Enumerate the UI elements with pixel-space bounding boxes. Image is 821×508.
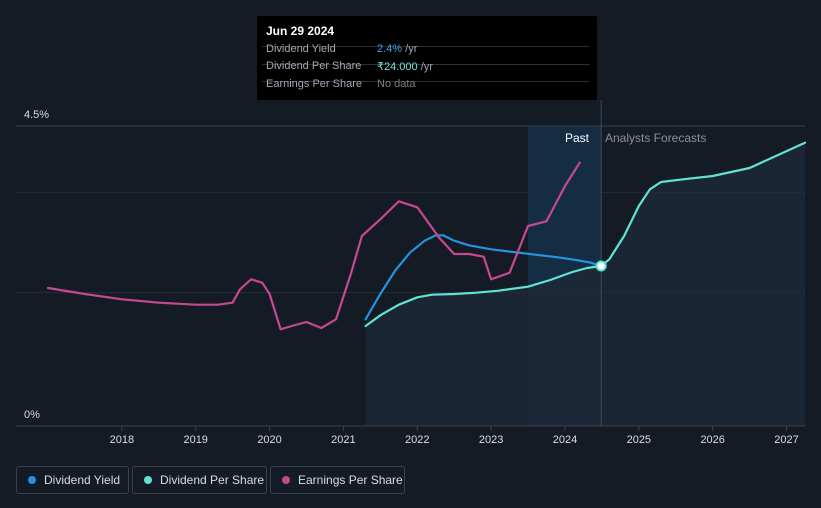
hover-point-marker [595, 260, 607, 272]
x-tick-label: 2027 [774, 434, 798, 446]
tooltip-value: ₹24.000 /yr [377, 60, 433, 73]
dividend-yield-value: 2.4% [377, 43, 403, 55]
legend-dot-icon [28, 476, 36, 484]
x-axis-ticks: 2018 2019 2020 2021 2022 2023 2024 2025 2026 2027 [110, 426, 799, 446]
tooltip-label: Dividend Per Share [266, 60, 362, 72]
tooltip-divider [262, 64, 590, 65]
plot-background [365, 126, 805, 426]
earnings-per-share-line [46, 161, 581, 331]
forecast-region-label: Analysts Forecasts [605, 131, 706, 145]
y-tick-label-top: 4.5% [24, 109, 49, 121]
legend-item-earnings-per-share[interactable]: Earnings Per Share [270, 466, 405, 494]
tooltip-row-dividend-per-share: Dividend Per Share ₹24.000 /yr [257, 60, 597, 78]
dividend-yield-line [364, 234, 603, 321]
axis-labels: 4.5% 0% Past Analysts Forecasts [24, 109, 706, 421]
tooltip-row-earnings-per-share: Earnings Per Share No data [257, 78, 597, 96]
tooltip-divider [262, 46, 590, 47]
legend-item-dividend-per-share[interactable]: Dividend Per Share [132, 466, 267, 494]
hover-tooltip: Jun 29 2024 Dividend Yield 2.4% /yr Divi… [257, 16, 597, 100]
dividend-per-share-area [365, 142, 805, 426]
tooltip-label: Dividend Yield [266, 43, 336, 55]
tooltip-value: 2.4% /yr [377, 43, 417, 55]
tooltip-row-dividend-yield: Dividend Yield 2.4% /yr [257, 43, 597, 61]
x-tick-label: 2020 [257, 434, 281, 446]
x-tick-label: 2026 [700, 434, 724, 446]
x-tick-label: 2024 [553, 434, 577, 446]
legend-dot-icon [282, 476, 290, 484]
earnings-per-share-value: No data [377, 78, 416, 90]
tooltip-value: No data [377, 78, 416, 90]
x-tick-label: 2025 [627, 434, 651, 446]
legend-label: Earnings Per Share [298, 473, 403, 487]
tooltip-divider [262, 81, 590, 82]
x-tick-label: 2019 [183, 434, 207, 446]
y-tick-label-bottom: 0% [24, 409, 40, 421]
legend-item-dividend-yield[interactable]: Dividend Yield [16, 466, 129, 494]
tooltip-label: Earnings Per Share [266, 78, 362, 90]
dividend-per-share-value: ₹24.000 [377, 61, 418, 73]
markers [595, 260, 607, 272]
x-tick-label: 2021 [331, 434, 355, 446]
legend-dot-icon [144, 476, 152, 484]
past-region-label: Past [565, 131, 590, 145]
series-lines [46, 141, 807, 331]
legend-label: Dividend Per Share [160, 473, 265, 487]
dividend-per-share-line [364, 141, 807, 328]
dividend-per-share-unit: /yr [417, 61, 433, 73]
dividend-yield-unit: /yr [402, 43, 418, 55]
tooltip-date: Jun 29 2024 [266, 24, 335, 38]
legend-label: Dividend Yield [44, 473, 121, 487]
x-tick-label: 2023 [479, 434, 503, 446]
x-tick-label: 2022 [405, 434, 429, 446]
x-tick-label: 2018 [110, 434, 134, 446]
